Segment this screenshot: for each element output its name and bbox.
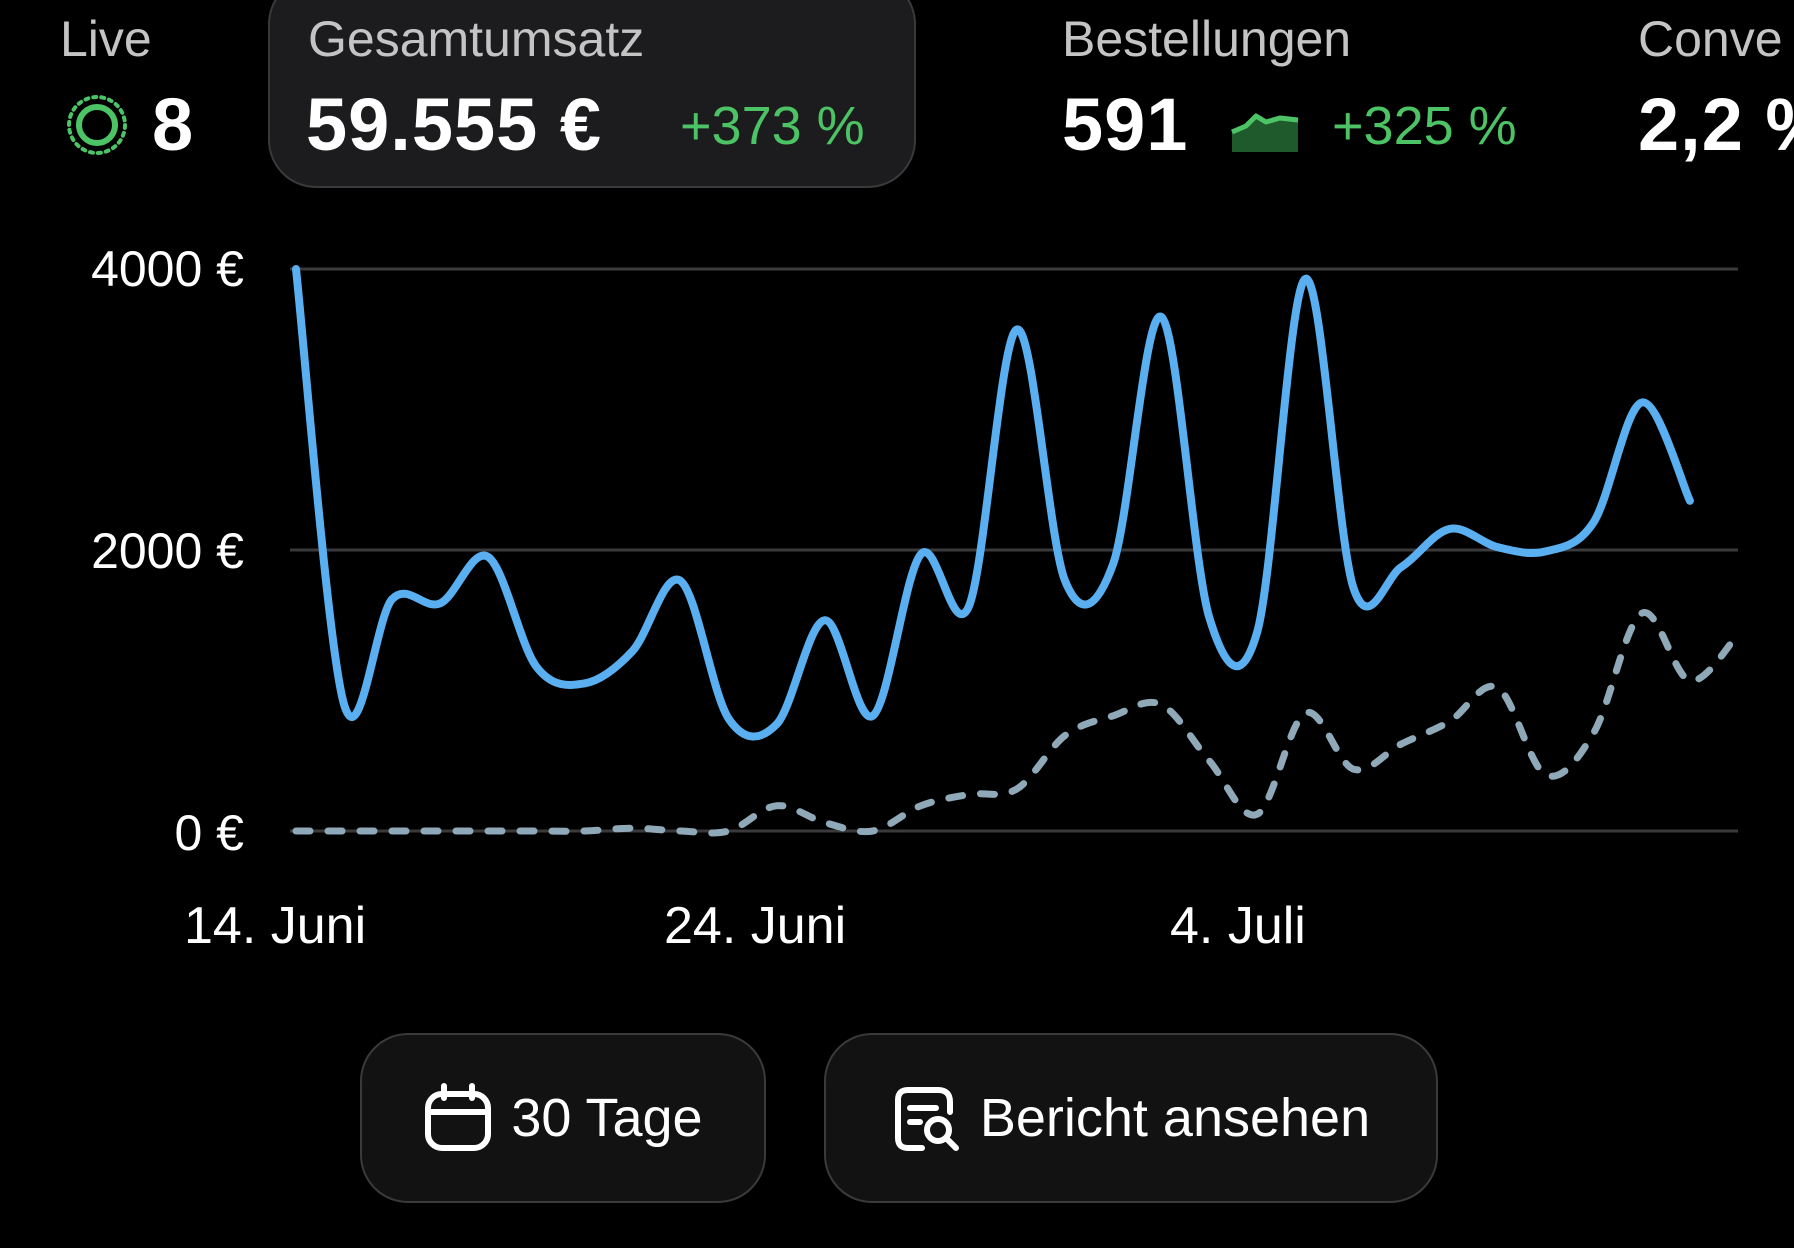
orders-label: Bestellungen <box>1062 11 1352 67</box>
calendar-icon <box>425 1083 492 1151</box>
report-search-icon <box>894 1087 959 1151</box>
x-tick-label: 24. Juni <box>664 897 847 955</box>
conversion-value: 2,2 % <box>1638 83 1794 166</box>
x-tick-label: 4. Juli <box>1170 897 1306 955</box>
trend-spark-icon <box>1231 113 1299 152</box>
live-status-icon <box>67 95 127 155</box>
live-label: Live <box>60 11 152 67</box>
x-tick-label: 14. Juni <box>184 897 367 955</box>
y-tick-label: 4000 € <box>91 241 244 297</box>
current-series-line <box>292 265 1694 741</box>
revenue-label: Gesamtumsatz <box>308 11 645 67</box>
revenue-delta: +373 % <box>680 96 865 156</box>
y-tick-label: 0 € <box>174 805 244 861</box>
view-report-label: Bericht ansehen <box>979 1088 1371 1148</box>
date-range-button[interactable]: 30 Tage <box>360 1033 766 1203</box>
orders-delta: +325 % <box>1332 96 1517 156</box>
date-range-label: 30 Tage <box>511 1088 703 1148</box>
comparison-series-line <box>292 609 1742 837</box>
view-report-button[interactable]: Bericht ansehen <box>824 1033 1438 1203</box>
orders-value: 591 <box>1062 83 1189 166</box>
live-value: 8 <box>152 83 195 166</box>
y-tick-label: 2000 € <box>91 523 244 579</box>
metric-revenue-card[interactable] <box>268 0 916 188</box>
revenue-value: 59.555 € <box>306 83 603 166</box>
conversion-label: Conve <box>1638 11 1783 67</box>
